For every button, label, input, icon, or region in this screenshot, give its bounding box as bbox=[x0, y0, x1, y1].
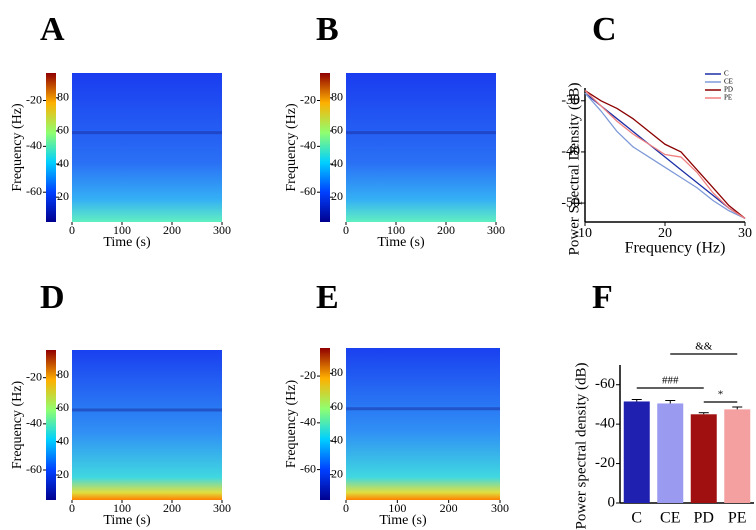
x-axis-label: Time (s) bbox=[103, 513, 151, 528]
x-tick-label: 0 bbox=[343, 223, 349, 237]
y-tick-label: -60 bbox=[26, 184, 42, 198]
y-tick-label: -50 bbox=[561, 195, 580, 210]
y-axis-label: Frequency (Hz) bbox=[284, 380, 299, 469]
x-tick-label: 100 bbox=[113, 501, 131, 515]
significance-label: && bbox=[695, 341, 713, 353]
colorbar-tick-label: 80 bbox=[331, 365, 343, 379]
y-tick-label: -20 bbox=[26, 92, 42, 106]
y-tick-label: -40 bbox=[300, 415, 316, 429]
x-axis-label: Frequency (Hz) bbox=[625, 240, 726, 257]
colorbar-tick-label: 20 bbox=[331, 466, 343, 480]
y-tick-label: -20 bbox=[300, 92, 316, 106]
bar bbox=[724, 409, 751, 503]
panel-letter: E bbox=[316, 279, 339, 316]
colorbar-tick-label: 60 bbox=[331, 123, 343, 137]
y-axis-label: Frequency (Hz) bbox=[10, 103, 25, 192]
colorbar bbox=[320, 73, 330, 222]
legend-label: C bbox=[724, 70, 729, 78]
spectrogram bbox=[72, 350, 222, 500]
legend-label: PE bbox=[724, 94, 732, 102]
y-tick-label: -60 bbox=[300, 461, 316, 475]
x-tick-label: 200 bbox=[440, 501, 458, 515]
y-tick-label: -60 bbox=[26, 462, 42, 476]
y-tick-label: -20 bbox=[300, 368, 316, 382]
significance-label: * bbox=[718, 389, 724, 401]
colorbar-tick-label: 40 bbox=[57, 156, 69, 170]
y-tick-label: -20 bbox=[26, 369, 42, 383]
x-tick-label: 20 bbox=[658, 226, 672, 241]
colorbar-tick-label: 40 bbox=[331, 156, 343, 170]
x-tick-label: 100 bbox=[113, 223, 131, 237]
y-tick-label: -40 bbox=[561, 144, 580, 159]
y-axis-label: Power Spectral Density (dB) bbox=[566, 83, 582, 256]
colorbar-tick-label: 20 bbox=[57, 467, 69, 481]
panel-letter: D bbox=[40, 279, 65, 316]
x-axis-label: Time (s) bbox=[103, 235, 151, 250]
y-axis-label: Frequency (Hz) bbox=[284, 103, 299, 192]
series-line bbox=[584, 90, 746, 219]
y-tick-label: -30 bbox=[561, 93, 580, 108]
y-axis-label: Frequency (Hz) bbox=[10, 381, 25, 470]
x-tick-label: 200 bbox=[163, 501, 181, 515]
x-tick-label: CE bbox=[660, 510, 680, 527]
x-tick-label: 200 bbox=[437, 223, 455, 237]
panel-letter: B bbox=[316, 11, 339, 48]
x-axis-label: Time (s) bbox=[379, 513, 427, 528]
x-tick-label: 30 bbox=[738, 226, 752, 241]
y-tick-label: -40 bbox=[595, 416, 615, 432]
panel-letter: F bbox=[592, 279, 613, 316]
x-axis-label: Time (s) bbox=[377, 235, 425, 250]
colorbar-tick-label: 80 bbox=[331, 90, 343, 104]
y-axis-label: Power spectral density (dB) bbox=[573, 362, 589, 529]
bar bbox=[690, 414, 717, 503]
x-tick-label: 300 bbox=[213, 223, 231, 237]
y-tick-label: -40 bbox=[300, 138, 316, 152]
x-tick-label: PE bbox=[728, 510, 747, 527]
colorbar-tick-label: 20 bbox=[331, 189, 343, 203]
y-tick-label: -20 bbox=[595, 455, 615, 471]
colorbar-tick-label: 20 bbox=[57, 189, 69, 203]
series-line bbox=[584, 92, 746, 219]
x-tick-label: 200 bbox=[163, 223, 181, 237]
x-tick-label: 100 bbox=[388, 501, 406, 515]
x-tick-label: 300 bbox=[491, 501, 509, 515]
x-tick-label: 10 bbox=[578, 226, 592, 241]
y-tick-label: 0 bbox=[608, 494, 616, 510]
x-tick-label: C bbox=[631, 510, 642, 527]
x-tick-label: 100 bbox=[387, 223, 405, 237]
colorbar-tick-label: 40 bbox=[57, 433, 69, 447]
colorbar-tick-label: 80 bbox=[57, 367, 69, 381]
x-tick-label: 0 bbox=[69, 223, 75, 237]
colorbar-tick-label: 60 bbox=[57, 400, 69, 414]
legend-label: CE bbox=[724, 78, 733, 86]
y-tick-label: -40 bbox=[26, 416, 42, 430]
bar bbox=[657, 403, 684, 503]
x-tick-label: 300 bbox=[213, 501, 231, 515]
series-line bbox=[584, 92, 746, 220]
x-tick-label: PD bbox=[694, 510, 714, 527]
colorbar-tick-label: 60 bbox=[57, 123, 69, 137]
y-tick-label: -60 bbox=[595, 376, 615, 392]
significance-label: ### bbox=[662, 375, 679, 387]
spectrogram bbox=[72, 73, 222, 222]
y-tick-label: -40 bbox=[26, 138, 42, 152]
x-tick-label: 300 bbox=[487, 223, 505, 237]
spectrogram bbox=[346, 348, 500, 500]
colorbar-tick-label: 60 bbox=[331, 399, 343, 413]
x-tick-label: 0 bbox=[69, 501, 75, 515]
panel-letter: A bbox=[40, 11, 65, 48]
colorbar-tick-label: 80 bbox=[57, 90, 69, 104]
colorbar-tick-label: 40 bbox=[331, 433, 343, 447]
x-tick-label: 0 bbox=[343, 501, 349, 515]
colorbar bbox=[46, 73, 56, 222]
spectrogram bbox=[346, 73, 496, 222]
colorbar bbox=[320, 348, 330, 500]
legend-label: PD bbox=[724, 86, 733, 94]
panel-letter: C bbox=[592, 11, 617, 48]
colorbar bbox=[46, 350, 56, 500]
y-tick-label: -60 bbox=[300, 184, 316, 198]
bar bbox=[623, 401, 650, 503]
series-line bbox=[584, 90, 746, 219]
